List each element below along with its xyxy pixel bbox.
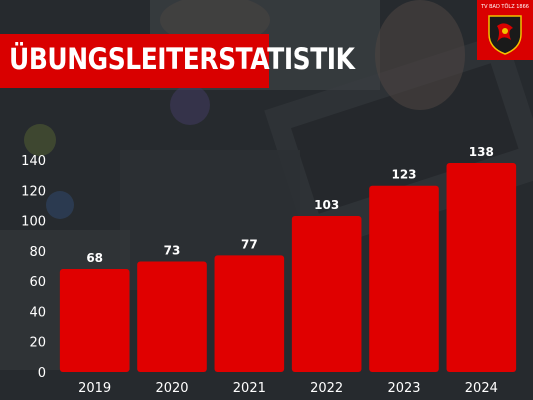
x-tick-label: 2023	[387, 381, 420, 396]
data-label: 77	[241, 237, 258, 251]
bar-2019	[59, 269, 130, 372]
y-tick-label: 100	[21, 215, 46, 230]
logo-text: TV BAD TÖLZ 1866	[481, 4, 529, 10]
x-axis: 2019 2020 2021 2022 2023 2024	[78, 381, 498, 396]
bar-2021	[214, 255, 285, 372]
bars	[59, 163, 517, 372]
x-tick-label: 2020	[155, 381, 188, 396]
x-tick-label: 2021	[233, 381, 266, 396]
y-tick-label: 40	[29, 305, 46, 320]
bar-2024	[446, 163, 517, 372]
data-label: 68	[86, 251, 103, 265]
y-tick-label: 120	[21, 184, 46, 199]
bar-2020	[137, 261, 207, 372]
y-tick-label: 20	[29, 336, 46, 351]
y-tick-label: 0	[38, 366, 46, 381]
bar-2022	[291, 216, 362, 372]
y-tick-label: 60	[29, 275, 46, 290]
bar-2023	[369, 185, 439, 372]
y-tick-label: 140	[21, 154, 46, 169]
x-tick-label: 2024	[465, 381, 498, 396]
page-title: ÜBUNGSLEITERSTATISTIK	[9, 42, 355, 76]
x-tick-label: 2022	[310, 381, 343, 396]
data-label: 123	[391, 168, 416, 182]
y-axis: 0 20 40 60 80 100 120 140	[21, 154, 46, 381]
club-logo	[477, 0, 533, 60]
title-banner	[0, 34, 269, 88]
data-label: 73	[164, 243, 181, 257]
x-tick-label: 2019	[78, 381, 111, 396]
data-label: 138	[469, 145, 494, 159]
data-labels: 68 73 77 103 123 138	[86, 145, 494, 265]
y-tick-label: 80	[29, 245, 46, 260]
data-label: 103	[314, 198, 339, 212]
